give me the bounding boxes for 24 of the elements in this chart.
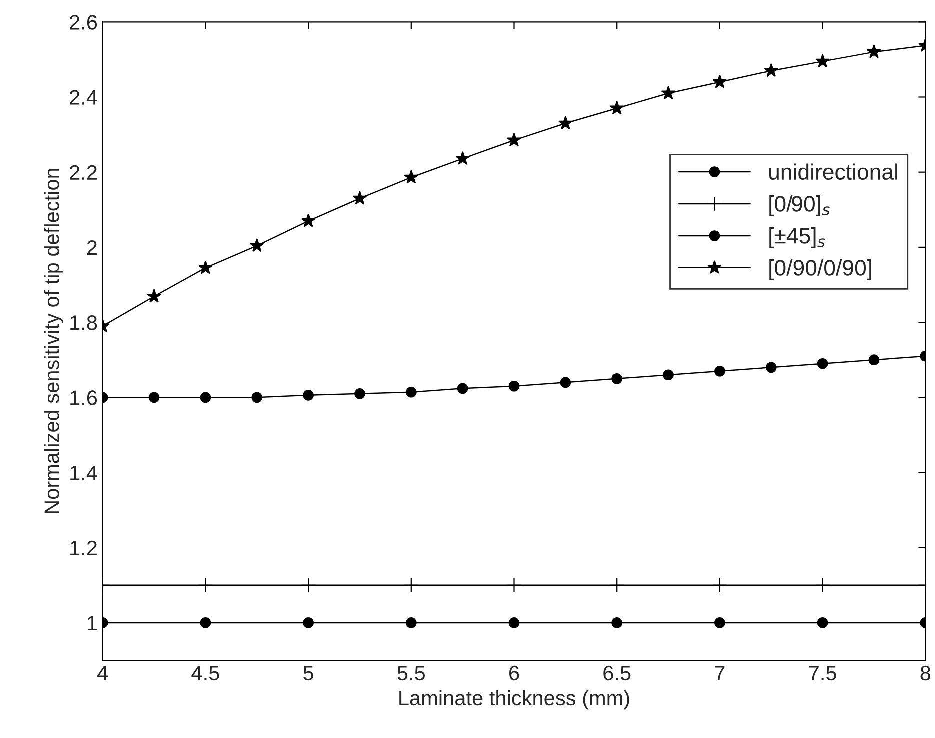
x-tick-label: 4.5 bbox=[192, 666, 220, 681]
y-tick-label: 2.6 bbox=[70, 15, 98, 30]
y-axis-title: Normalized sensitivity of tip deflection bbox=[44, 168, 64, 514]
x-axis-title: Laminate thickness (mm) bbox=[400, 690, 630, 710]
legend-label: [±45]$_{s}$ bbox=[770, 228, 826, 248]
legend-label: [0/90]$_{s}$ bbox=[770, 196, 830, 216]
y-tick-label: 2 bbox=[87, 240, 97, 255]
y-tick-label: 2.4 bbox=[70, 90, 98, 105]
y-tick-label: 1.2 bbox=[70, 540, 97, 556]
legend-label: [0/90/0/90] bbox=[770, 260, 872, 280]
x-tick-label: 6.5 bbox=[604, 666, 631, 681]
x-tick-label: 5.5 bbox=[398, 666, 426, 681]
x-tick-label: 4 bbox=[98, 666, 108, 680]
x-tick-label: 8 bbox=[920, 666, 931, 681]
x-tick-label: 6 bbox=[510, 666, 520, 681]
y-tick-label: 1.6 bbox=[70, 390, 98, 406]
x-tick-label: 7 bbox=[715, 666, 725, 680]
legend-label: unidirectional bbox=[769, 164, 898, 180]
y-tick-label: 1 bbox=[88, 616, 97, 631]
x-tick-label: 5 bbox=[304, 666, 314, 681]
y-tick-label: 1.4 bbox=[70, 466, 98, 480]
y-tick-label: 2.2 bbox=[70, 165, 97, 180]
x-tick-label: 7.5 bbox=[809, 666, 836, 681]
y-tick-label: 1.8 bbox=[70, 316, 98, 330]
